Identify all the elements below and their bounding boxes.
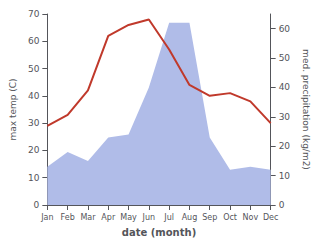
svg-text:date (month): date (month): [122, 227, 196, 238]
svg-text:0: 0: [34, 200, 40, 210]
svg-text:Aug: Aug: [182, 213, 198, 222]
svg-text:Dec: Dec: [263, 213, 278, 222]
svg-text:May: May: [120, 213, 137, 222]
svg-text:Jun: Jun: [142, 213, 156, 222]
svg-text:60: 60: [279, 24, 291, 34]
svg-text:20: 20: [279, 141, 291, 151]
svg-text:10: 10: [28, 173, 40, 183]
svg-text:Nov: Nov: [243, 213, 259, 222]
svg-text:Feb: Feb: [61, 213, 75, 222]
svg-text:40: 40: [279, 82, 291, 92]
svg-text:10: 10: [279, 171, 291, 181]
svg-text:Jul: Jul: [163, 213, 174, 222]
svg-text:max temp (C): max temp (C): [8, 78, 18, 140]
svg-text:med. precipitation (kg/m2): med. precipitation (kg/m2): [301, 49, 311, 170]
svg-text:Oct: Oct: [223, 213, 237, 222]
svg-text:70: 70: [28, 9, 40, 19]
svg-text:20: 20: [28, 145, 40, 155]
svg-text:40: 40: [28, 91, 40, 101]
svg-text:0: 0: [279, 200, 285, 210]
svg-text:50: 50: [279, 53, 291, 63]
svg-text:30: 30: [28, 118, 40, 128]
svg-text:Jan: Jan: [40, 213, 53, 222]
svg-text:30: 30: [279, 112, 291, 122]
svg-text:Apr: Apr: [101, 213, 116, 222]
svg-text:50: 50: [28, 64, 40, 74]
svg-text:60: 60: [28, 36, 40, 46]
svg-text:Sep: Sep: [202, 213, 217, 222]
svg-text:Mar: Mar: [80, 213, 96, 222]
